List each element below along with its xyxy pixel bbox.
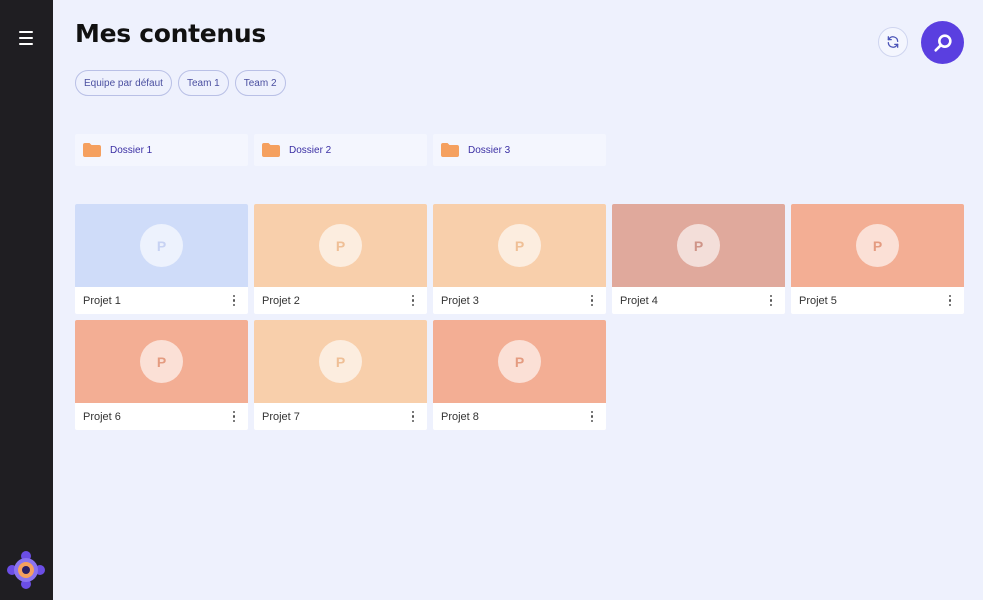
project-avatar: P [498, 224, 541, 267]
folder-label: Dossier 3 [468, 144, 511, 156]
more-vertical-icon[interactable] [586, 409, 598, 425]
project-card-footer: Projet 1 [75, 287, 248, 314]
search-icon [933, 33, 952, 52]
project-card-5[interactable]: P Projet 5 [791, 204, 964, 314]
team-filter-list: Equipe par défaut Team 1 Team 2 [75, 70, 286, 96]
more-vertical-icon[interactable] [765, 293, 777, 309]
more-vertical-icon[interactable] [407, 293, 419, 309]
folder-label: Dossier 1 [110, 144, 153, 156]
sidebar [0, 0, 53, 600]
project-initial: P [335, 353, 346, 370]
project-card-7[interactable]: P Projet 7 [254, 320, 427, 430]
folder-dossier-3[interactable]: Dossier 3 [433, 134, 606, 166]
project-title: Projet 8 [441, 410, 479, 423]
project-title: Projet 4 [620, 294, 658, 307]
project-title: Projet 2 [262, 294, 300, 307]
project-card-footer: Projet 3 [433, 287, 606, 314]
project-avatar: P [140, 340, 183, 383]
project-thumbnail[interactable]: P [433, 204, 606, 287]
project-card-footer: Projet 6 [75, 403, 248, 430]
project-card-3[interactable]: P Projet 3 [433, 204, 606, 314]
project-thumbnail[interactable]: P [433, 320, 606, 403]
project-title: Projet 3 [441, 294, 479, 307]
folder-list: Dossier 1 Dossier 2 Dossier 3 [75, 134, 606, 166]
folder-icon [441, 143, 459, 157]
folder-icon [83, 143, 101, 157]
project-title: Projet 1 [83, 294, 121, 307]
project-title: Projet 6 [83, 410, 121, 423]
project-thumbnail[interactable]: P [791, 204, 964, 287]
folder-dossier-1[interactable]: Dossier 1 [75, 134, 248, 166]
project-card-6[interactable]: P Projet 6 [75, 320, 248, 430]
project-title: Projet 5 [799, 294, 837, 307]
project-avatar: P [677, 224, 720, 267]
project-card-8[interactable]: P Projet 8 [433, 320, 606, 430]
project-initial: P [156, 353, 167, 370]
more-vertical-icon[interactable] [944, 293, 956, 309]
project-initial: P [156, 237, 167, 254]
project-thumbnail[interactable]: P [75, 204, 248, 287]
project-initial: P [335, 237, 346, 254]
project-thumbnail[interactable]: P [75, 320, 248, 403]
project-card-footer: Projet 8 [433, 403, 606, 430]
folder-icon [262, 143, 280, 157]
project-initial: P [514, 237, 525, 254]
more-vertical-icon[interactable] [228, 293, 240, 309]
project-title: Projet 7 [262, 410, 300, 423]
more-vertical-icon[interactable] [228, 409, 240, 425]
project-card-footer: Projet 5 [791, 287, 964, 314]
team-chip-team-1[interactable]: Team 1 [177, 70, 229, 96]
project-thumbnail[interactable]: P [254, 320, 427, 403]
project-avatar: P [140, 224, 183, 267]
folder-label: Dossier 2 [289, 144, 332, 156]
team-chip-team-2[interactable]: Team 2 [234, 70, 286, 96]
project-card-footer: Projet 7 [254, 403, 427, 430]
hamburger-icon[interactable] [13, 26, 39, 50]
folder-dossier-2[interactable]: Dossier 2 [254, 134, 427, 166]
project-initial: P [514, 353, 525, 370]
refresh-button[interactable] [878, 27, 908, 57]
project-avatar: P [856, 224, 899, 267]
more-vertical-icon[interactable] [407, 409, 419, 425]
more-vertical-icon[interactable] [586, 293, 598, 309]
app-logo-icon[interactable] [5, 549, 47, 591]
refresh-icon [887, 36, 899, 48]
project-card-footer: Projet 2 [254, 287, 427, 314]
project-initial: P [872, 237, 883, 254]
search-button[interactable] [921, 21, 964, 64]
project-avatar: P [498, 340, 541, 383]
project-avatar: P [319, 224, 362, 267]
project-card-footer: Projet 4 [612, 287, 785, 314]
project-grid: P Projet 1 P Projet 2 P Projet 3 P Projet 4 P Pro… [75, 204, 964, 430]
project-initial: P [693, 237, 704, 254]
page-title: Mes contenus [75, 19, 266, 48]
team-chip-default[interactable]: Equipe par défaut [75, 70, 172, 96]
project-thumbnail[interactable]: P [254, 204, 427, 287]
project-avatar: P [319, 340, 362, 383]
project-card-2[interactable]: P Projet 2 [254, 204, 427, 314]
project-thumbnail[interactable]: P [612, 204, 785, 287]
project-card-1[interactable]: P Projet 1 [75, 204, 248, 314]
project-card-4[interactable]: P Projet 4 [612, 204, 785, 314]
